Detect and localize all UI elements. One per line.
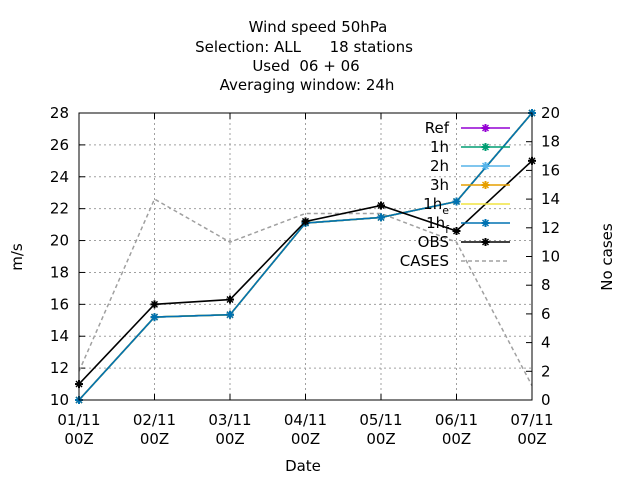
chart-title-line-3: Used 06 + 06 xyxy=(252,57,359,75)
y2-tick-label: 4 xyxy=(541,334,551,352)
data-point-obs xyxy=(377,201,385,210)
data-point-1h-f xyxy=(150,313,159,322)
y2-tick-label: 10 xyxy=(541,248,560,266)
legend-label-2h: 2h xyxy=(430,157,449,175)
y2-tick-label: 0 xyxy=(541,391,551,409)
legend-label-obs: OBS xyxy=(418,233,449,251)
data-point-obs xyxy=(150,300,159,309)
x-axis-label: Date xyxy=(285,457,321,475)
data-point-obs xyxy=(226,295,234,304)
series-line-cases xyxy=(78,198,533,386)
y-tick-label: 16 xyxy=(50,295,69,313)
legend: Ref 1h 2h 3h 1he 1hf OBS CASES xyxy=(400,119,510,270)
y2-tick-label: 14 xyxy=(541,190,560,208)
data-point-obs xyxy=(301,217,310,226)
legend-label-1h-e-sub: e xyxy=(442,204,449,217)
chart-title-line-1: Wind speed 50hPa xyxy=(249,18,388,36)
legend-marker-2h xyxy=(481,162,490,170)
data-point-obs xyxy=(452,226,461,235)
data-point-1h-f xyxy=(377,213,385,222)
y-tick-label: 24 xyxy=(50,168,69,186)
y2-tick-label: 20 xyxy=(541,104,560,122)
y-tick-label: 10 xyxy=(50,391,69,409)
data-point-1h-f xyxy=(452,197,461,206)
y2-tick-label: 18 xyxy=(541,133,560,151)
x-tick-label-time: 00Z xyxy=(517,430,546,448)
legend-label-1h-e: 1he xyxy=(423,195,449,217)
legend-marker-3h xyxy=(481,181,490,189)
x-tick-label-date: 06/11 xyxy=(435,411,478,429)
chart-title-line-2: Selection: ALL 18 stations xyxy=(195,38,413,56)
x-tick-label-time: 00Z xyxy=(140,430,169,448)
y-tick-label: 12 xyxy=(50,359,69,377)
legend-label-1h-e-base: 1h xyxy=(423,195,442,213)
legend-marker-obs xyxy=(481,238,490,246)
tick-layer: 101214161820222426280246810121416182001/… xyxy=(50,104,560,448)
y2-tick-label: 8 xyxy=(541,276,551,294)
legend-label-cases: CASES xyxy=(400,252,449,270)
legend-label-1h: 1h xyxy=(430,138,449,156)
data-point-1h-f xyxy=(226,310,234,319)
legend-label-1h-f: 1hf xyxy=(426,214,450,236)
grid-layer xyxy=(79,113,532,400)
x-tick-label-time: 00Z xyxy=(64,430,93,448)
y2-tick-label: 12 xyxy=(541,219,560,237)
x-tick-label-date: 04/11 xyxy=(284,411,327,429)
y-tick-label: 18 xyxy=(50,263,69,281)
plot-frame xyxy=(78,112,533,401)
x-tick-label-date: 03/11 xyxy=(208,411,251,429)
legend-label-ref: Ref xyxy=(425,119,450,137)
x-tick-label-time: 00Z xyxy=(215,430,244,448)
y-tick-label: 20 xyxy=(50,232,69,250)
y-tick-label: 14 xyxy=(50,327,69,345)
y-tick-label: 26 xyxy=(50,136,69,154)
x-tick-label-time: 00Z xyxy=(366,430,395,448)
x-tick-label-date: 02/11 xyxy=(133,411,176,429)
legend-marker-1h-f xyxy=(481,219,490,227)
x-tick-label-date: 01/11 xyxy=(57,411,100,429)
x-tick-label-date: 07/11 xyxy=(510,411,553,429)
y2-axis-label: No cases xyxy=(598,223,616,291)
y-tick-label: 22 xyxy=(50,200,69,218)
x-tick-label-time: 00Z xyxy=(442,430,471,448)
legend-label-1h-f-sub: f xyxy=(445,223,450,236)
legend-marker-ref xyxy=(481,124,490,132)
legend-label-3h: 3h xyxy=(430,176,449,194)
x-tick-label-date: 05/11 xyxy=(359,411,402,429)
series-layer xyxy=(75,109,536,404)
y2-tick-label: 2 xyxy=(541,362,551,380)
x-tick-label-time: 00Z xyxy=(291,430,320,448)
y2-tick-label: 16 xyxy=(541,161,560,179)
legend-samples xyxy=(461,124,510,262)
legend-marker-1h xyxy=(481,143,490,151)
legend-label-1h-f-base: 1h xyxy=(426,214,445,232)
y-axis-label: m/s xyxy=(8,243,26,271)
chart-title-line-4: Averaging window: 24h xyxy=(220,76,395,94)
y2-tick-label: 6 xyxy=(541,305,551,323)
y-tick-label: 28 xyxy=(50,104,69,122)
